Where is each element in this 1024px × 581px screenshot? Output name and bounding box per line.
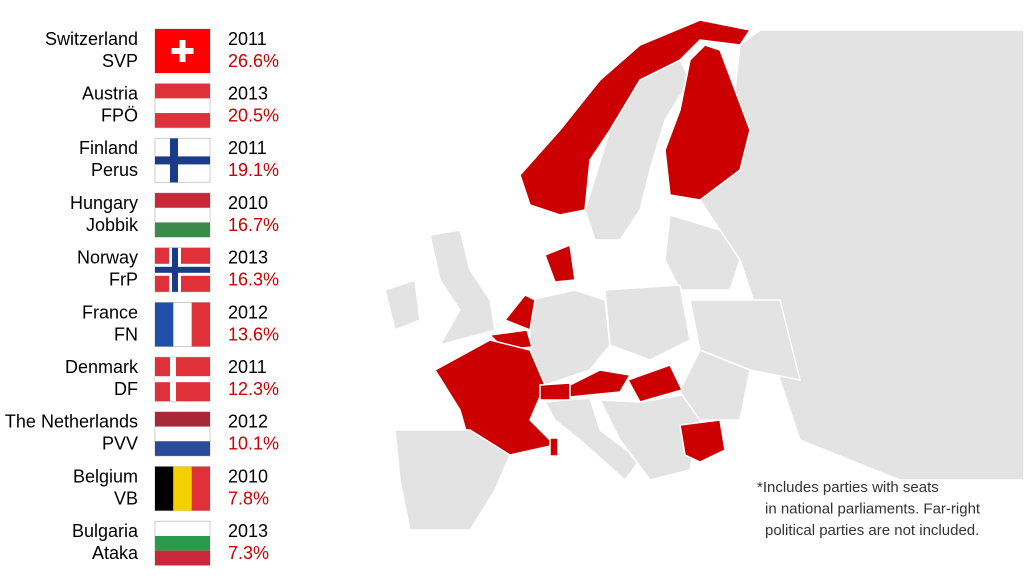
- vote-share: 12.3%: [228, 379, 279, 399]
- country-name: The Netherlands: [5, 412, 138, 432]
- year: 2010: [228, 193, 268, 213]
- finland: [664, 44, 751, 201]
- country-name: Bulgaria: [72, 521, 139, 541]
- flag-cross: [171, 48, 194, 54]
- corsica: [549, 437, 559, 457]
- baltics: [664, 214, 741, 291]
- country-name: Belgium: [73, 466, 138, 486]
- vote-share: 20.5%: [228, 105, 279, 125]
- country-name: Finland: [79, 138, 138, 158]
- footnote: political parties are not included.: [765, 522, 979, 539]
- netherlands: [503, 294, 536, 332]
- flag-stripe: [155, 222, 210, 238]
- denmark: [544, 243, 576, 283]
- flag-stripe: [191, 466, 210, 511]
- norway: [519, 19, 752, 216]
- russia: [698, 29, 1024, 481]
- ukraine: [689, 299, 802, 381]
- party-name: FrP: [109, 270, 138, 290]
- party-name: DF: [114, 379, 138, 399]
- party-name: FN: [114, 324, 138, 344]
- year: 2013: [228, 83, 268, 103]
- vote-share: 13.6%: [228, 324, 279, 344]
- year: 2011: [228, 138, 267, 158]
- flag-cross: [155, 266, 210, 273]
- party-name: PVV: [102, 434, 138, 454]
- year: 2011: [228, 29, 267, 49]
- vote-share: 16.3%: [228, 270, 279, 290]
- flag-cross: [155, 156, 210, 165]
- map: [384, 19, 1024, 531]
- country-name: Switzerland: [45, 29, 138, 49]
- year: 2011: [228, 357, 267, 377]
- country-name: Austria: [82, 83, 139, 103]
- vote-share: 26.6%: [228, 51, 279, 71]
- italy: [543, 397, 642, 482]
- bulgaria: [679, 419, 726, 463]
- ireland: [384, 278, 421, 332]
- flag-stripe: [155, 535, 210, 551]
- flag-stripe: [155, 193, 210, 208]
- year: 2013: [228, 248, 268, 268]
- flag-cross: [155, 376, 210, 383]
- year: 2012: [228, 302, 268, 322]
- flag-stripe: [173, 466, 192, 511]
- spain: [394, 429, 511, 531]
- flag-stripe: [155, 302, 174, 347]
- country-name: Norway: [77, 248, 138, 268]
- flag-stripe: [155, 83, 210, 99]
- flag-stripe: [155, 441, 210, 456]
- footnote: *Includes parties with seats: [757, 479, 939, 496]
- flag-stripe: [155, 550, 210, 566]
- party-name: SVP: [102, 51, 138, 71]
- france: [433, 339, 557, 456]
- country-name: France: [82, 302, 138, 322]
- party-name: FPÖ: [101, 105, 138, 125]
- great-britain: [429, 229, 496, 347]
- year: 2010: [228, 466, 268, 486]
- hungary: [626, 364, 684, 403]
- vote-share: 19.1%: [228, 160, 279, 180]
- party-name: Perus: [91, 160, 138, 180]
- year: 2013: [228, 521, 268, 541]
- austria: [569, 369, 632, 398]
- flag-stripe: [191, 302, 210, 347]
- country-name: Denmark: [65, 357, 139, 377]
- party-name: Ataka: [92, 543, 139, 563]
- vote-share: 10.1%: [228, 434, 279, 454]
- flag-stripe: [155, 466, 174, 511]
- vote-share: 16.7%: [228, 215, 279, 235]
- poland: [604, 284, 691, 361]
- flag-stripe: [155, 113, 210, 128]
- flag-stripe: [155, 411, 210, 427]
- footnote: in national parliaments. Far-right: [765, 500, 981, 517]
- switzerland: [539, 382, 571, 401]
- vote-share: 7.8%: [228, 488, 269, 508]
- country-name: Hungary: [70, 193, 138, 213]
- party-name: VB: [114, 488, 138, 508]
- vote-share: 7.3%: [228, 543, 269, 563]
- party-name: Jobbik: [86, 215, 139, 235]
- year: 2012: [228, 412, 268, 432]
